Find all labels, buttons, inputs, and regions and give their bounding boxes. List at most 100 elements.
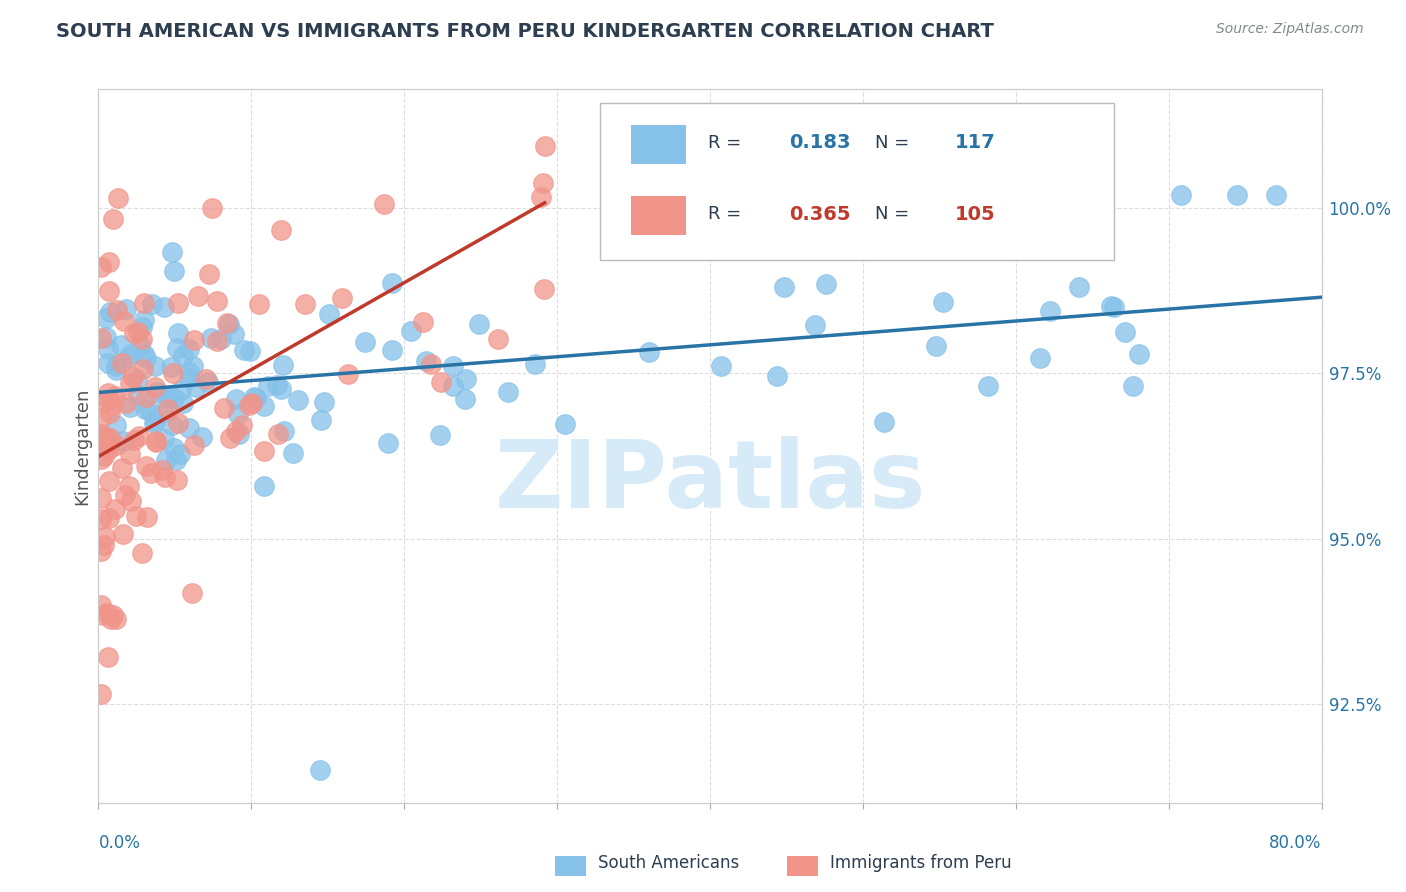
Point: [105, 302, 128, 317]
Point: [531, 176, 554, 190]
Point: [124, 434, 146, 448]
Point: [638, 345, 661, 359]
Point: [195, 372, 218, 386]
Point: [145, 434, 167, 449]
Text: N =: N =: [875, 205, 915, 223]
Point: [97, 511, 120, 525]
Point: [155, 453, 177, 467]
Point: [110, 338, 132, 352]
Text: SOUTH AMERICAN VS IMMIGRANTS FROM PERU KINDERGARTEN CORRELATION CHART: SOUTH AMERICAN VS IMMIGRANTS FROM PERU K…: [56, 22, 994, 41]
Point: [134, 401, 156, 416]
Point: [97, 342, 120, 356]
Point: [281, 446, 304, 460]
Point: [152, 463, 174, 477]
Point: [468, 317, 491, 331]
Text: 117: 117: [955, 133, 995, 153]
Point: [155, 390, 177, 404]
Point: [1128, 347, 1150, 361]
Point: [97, 650, 120, 665]
Point: [104, 438, 127, 452]
Point: [239, 343, 262, 358]
Point: [100, 612, 122, 626]
Point: [429, 427, 451, 442]
Point: [222, 326, 245, 341]
Point: [97, 255, 120, 269]
Point: [1102, 301, 1125, 315]
Point: [104, 418, 127, 433]
Point: [240, 396, 263, 410]
Point: [91, 394, 114, 409]
Point: [141, 296, 163, 310]
Point: [153, 470, 176, 484]
Point: [163, 264, 186, 278]
Point: [172, 396, 194, 410]
Point: [312, 395, 335, 409]
Point: [94, 329, 117, 343]
Point: [932, 294, 955, 309]
Point: [179, 365, 201, 379]
Point: [183, 438, 205, 452]
Point: [177, 342, 200, 356]
Point: [115, 301, 138, 316]
Text: 105: 105: [955, 204, 995, 224]
Point: [139, 467, 162, 481]
Point: [90, 544, 112, 558]
Point: [454, 392, 477, 406]
Point: [129, 338, 152, 352]
Point: [212, 401, 235, 415]
Point: [381, 343, 404, 357]
Point: [267, 426, 290, 441]
Point: [815, 277, 838, 292]
Point: [127, 325, 149, 339]
Point: [110, 356, 132, 370]
Point: [498, 384, 520, 399]
Point: [93, 538, 115, 552]
Point: [152, 432, 174, 446]
FancyBboxPatch shape: [600, 103, 1114, 260]
Point: [318, 307, 340, 321]
Point: [225, 392, 247, 406]
Point: [90, 331, 112, 345]
Point: [160, 360, 183, 375]
Point: [245, 392, 267, 406]
Point: [228, 426, 250, 441]
Point: [93, 449, 115, 463]
Point: [139, 404, 162, 418]
Point: [143, 417, 166, 431]
Point: [90, 512, 112, 526]
Point: [441, 359, 464, 373]
Point: [270, 382, 292, 396]
Point: [381, 277, 404, 291]
Point: [98, 475, 121, 489]
Point: [197, 267, 219, 281]
Point: [231, 417, 253, 432]
Y-axis label: Kindergarten: Kindergarten: [73, 387, 91, 505]
Point: [205, 293, 228, 308]
Point: [105, 612, 128, 626]
Point: [804, 318, 827, 333]
Point: [273, 424, 295, 438]
Point: [443, 379, 465, 393]
Point: [172, 349, 194, 363]
Point: [97, 356, 120, 370]
Point: [112, 526, 135, 541]
Point: [120, 400, 142, 414]
Point: [132, 295, 155, 310]
Point: [201, 201, 224, 215]
Point: [166, 326, 188, 340]
Point: [187, 289, 209, 303]
Text: ZIPatlas: ZIPatlas: [495, 435, 925, 528]
Point: [253, 444, 276, 458]
Point: [218, 431, 240, 445]
FancyBboxPatch shape: [630, 125, 686, 164]
Point: [90, 451, 112, 466]
Point: [412, 315, 434, 329]
Point: [103, 607, 125, 622]
Point: [114, 395, 136, 409]
Point: [146, 384, 169, 399]
Point: [977, 378, 1000, 392]
Point: [90, 491, 112, 506]
Point: [207, 334, 229, 349]
Point: [131, 332, 153, 346]
Point: [166, 296, 188, 310]
